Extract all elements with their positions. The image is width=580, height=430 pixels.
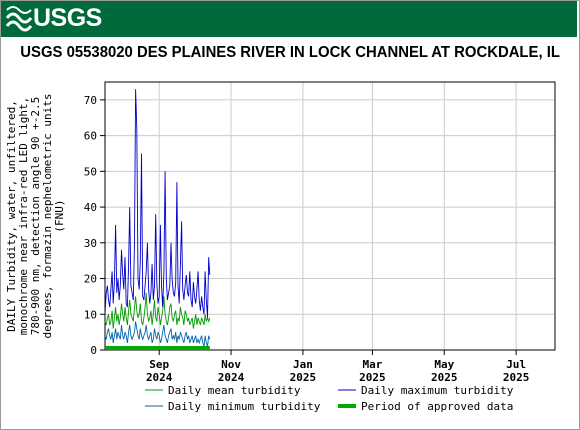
legend-label: Daily maximum turbidity <box>361 384 514 397</box>
usgs-logo-text: USGS <box>33 4 102 32</box>
x-tick-label: Mar <box>362 358 382 371</box>
y-tick-label: 50 <box>84 165 97 178</box>
y-tick-label: 10 <box>84 308 97 321</box>
x-tick-label: 2025 <box>431 371 458 384</box>
plot-area <box>104 81 556 351</box>
legend-label: Daily mean turbidity <box>168 384 301 397</box>
y-tick-label: 0 <box>90 344 97 357</box>
x-tick-label: 2024 <box>218 371 245 384</box>
y-axis-label-line: degrees, formazin nephelometric units <box>41 93 54 338</box>
x-tick-label: Nov <box>221 358 241 371</box>
y-tick-label: 70 <box>84 94 97 107</box>
legend-label: Period of approved data <box>361 400 513 413</box>
y-axis-label-line: 780-900 nm, detection angle 90 +-2.5 <box>29 97 42 335</box>
series-line-min <box>104 321 211 347</box>
x-tick-label: Jul <box>506 358 526 371</box>
x-tick-label: 2024 <box>146 371 173 384</box>
usgs-logo-icon <box>5 6 33 32</box>
x-tick-label: Jan <box>293 358 313 371</box>
x-tick-label: May <box>434 358 454 371</box>
x-tick-label: 2025 <box>503 371 530 384</box>
series-line-mean <box>104 292 211 329</box>
y-axis-label: DAILY Turbidity, water, unfiltered, monoc… <box>5 93 66 338</box>
series-line-max <box>104 89 211 318</box>
usgs-banner: USGS <box>1 1 577 37</box>
y-axis-label-line: DAILY Turbidity, water, unfiltered, <box>5 100 18 332</box>
y-axis-label-line: (FNU) <box>53 199 66 232</box>
y-tick-label: 40 <box>84 201 97 214</box>
y-tick-label: 20 <box>84 273 97 286</box>
y-tick-label: 60 <box>84 130 97 143</box>
chart-title: USGS 05538020 DES PLAINES RIVER IN LOCK … <box>20 44 560 61</box>
series-layer <box>104 89 211 350</box>
y-axis-ticks: 0 10 20 30 40 50 60 70 <box>84 94 105 357</box>
y-tick-label: 30 <box>84 237 97 250</box>
x-tick-label: 2025 <box>359 371 386 384</box>
legend-label: Daily minimum turbidity <box>168 400 321 413</box>
grid-lines <box>105 82 555 351</box>
x-tick-label: Sep <box>149 358 169 371</box>
legend: Daily mean turbidity Daily maximum turbid… <box>145 384 514 413</box>
x-tick-label: 2025 <box>290 371 317 384</box>
y-axis-label-line: monochrome near infra-red LED light, <box>17 97 30 335</box>
x-axis-ticks: Sep2024Nov2024Jan2025Mar2025May2025Jul20… <box>146 350 529 384</box>
